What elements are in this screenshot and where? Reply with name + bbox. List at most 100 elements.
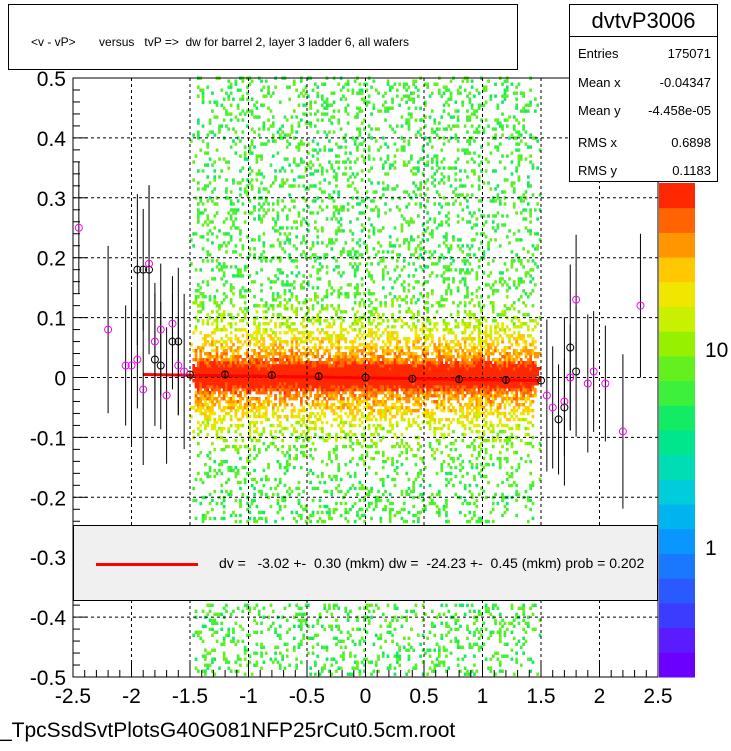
heat-cell (206, 417, 210, 422)
heat-cell (353, 414, 357, 419)
heat-cell (365, 196, 369, 200)
heat-cell (204, 669, 207, 673)
heat-cell (400, 403, 404, 407)
heat-cell (281, 124, 284, 128)
heat-cell (400, 432, 404, 437)
heat-cell (267, 627, 270, 631)
heat-cell (426, 364, 429, 368)
heat-cell (349, 220, 352, 224)
heat-cell (297, 480, 301, 485)
heat-cell (344, 403, 348, 407)
heat-cell (360, 391, 364, 395)
heat-cell (290, 115, 294, 119)
heat-cell (267, 394, 270, 398)
heat-cell (236, 417, 240, 422)
heat-cell (367, 334, 371, 338)
heat-cell (199, 408, 203, 413)
heat-cell (321, 459, 324, 464)
heat-cell (349, 438, 352, 443)
heat-cell (264, 349, 268, 353)
heat-cell (234, 151, 238, 155)
heat-cell (398, 304, 401, 308)
heat-cell (246, 382, 249, 386)
heat-cell (215, 621, 219, 625)
heat-cell (353, 328, 357, 332)
heat-cell (278, 256, 282, 260)
heat-cell (194, 196, 198, 200)
heat-cell (194, 298, 198, 302)
heat-cell (374, 417, 378, 422)
heat-cell (346, 355, 350, 359)
heat-cell (377, 382, 380, 386)
heat-cell (353, 406, 357, 410)
heat-cell (391, 507, 394, 512)
heat-cell (372, 432, 376, 437)
heat-cell (300, 79, 303, 83)
heat-cell (304, 364, 308, 368)
heat-cell (332, 657, 336, 661)
heat-cell (412, 379, 415, 383)
heat-cell (318, 672, 322, 676)
heat-cell (393, 268, 397, 272)
heat-cell (302, 444, 305, 449)
heat-cell (381, 450, 385, 455)
heat-cell (208, 118, 212, 122)
heat-cell (332, 256, 336, 260)
heat-cell (260, 432, 263, 437)
heat-cell (208, 361, 212, 365)
heat-cell (374, 394, 378, 398)
heat-cell (246, 456, 249, 461)
heat-cell (192, 133, 195, 137)
heat-cell (351, 358, 355, 362)
heat-cell (253, 349, 256, 353)
heat-cell (349, 253, 352, 257)
heat-cell (377, 208, 380, 212)
heat-cell (407, 202, 411, 206)
heat-cell (255, 334, 259, 338)
heat-cell (250, 142, 254, 146)
heat-cell (278, 232, 282, 236)
heat-cell (285, 331, 289, 335)
heat-cell (395, 618, 399, 622)
heat-cell (414, 453, 418, 458)
heat-cell (243, 265, 247, 269)
heat-cell (309, 361, 312, 365)
heat-cell (236, 406, 240, 410)
heat-cell (206, 283, 210, 287)
heat-cell (365, 82, 369, 86)
heat-cell (346, 178, 350, 182)
heat-cell (260, 289, 263, 293)
heat-cell (232, 250, 235, 254)
heat-cell (370, 328, 373, 332)
heat-cell (335, 358, 338, 362)
heat-cell (227, 79, 231, 83)
heat-cell (304, 408, 308, 413)
heat-cell (374, 190, 378, 194)
heat-cell (243, 651, 247, 655)
heat-cell (194, 349, 198, 353)
heat-cell (281, 355, 284, 359)
heat-cell (257, 238, 261, 242)
heat-cell (349, 672, 352, 676)
heat-cell (220, 489, 224, 494)
heat-cell (372, 313, 376, 317)
heat-cell (365, 507, 369, 512)
heat-cell (370, 486, 373, 491)
heat-cell (257, 352, 261, 356)
heat-cell (325, 112, 329, 116)
heat-cell (255, 358, 259, 362)
heat-cell (309, 672, 312, 676)
heat-cell (351, 403, 355, 407)
heat-cell (232, 304, 235, 308)
heat-cell (307, 310, 310, 314)
heat-cell (417, 385, 420, 389)
heat-cell (276, 238, 280, 242)
heat-cell (241, 286, 245, 290)
heat-cell (323, 666, 327, 670)
heat-cell (321, 391, 324, 395)
heat-cell (262, 304, 266, 308)
heat-cell (236, 408, 240, 413)
heat-cell (234, 226, 238, 230)
heat-cell (269, 286, 273, 290)
heat-cell (229, 286, 233, 290)
